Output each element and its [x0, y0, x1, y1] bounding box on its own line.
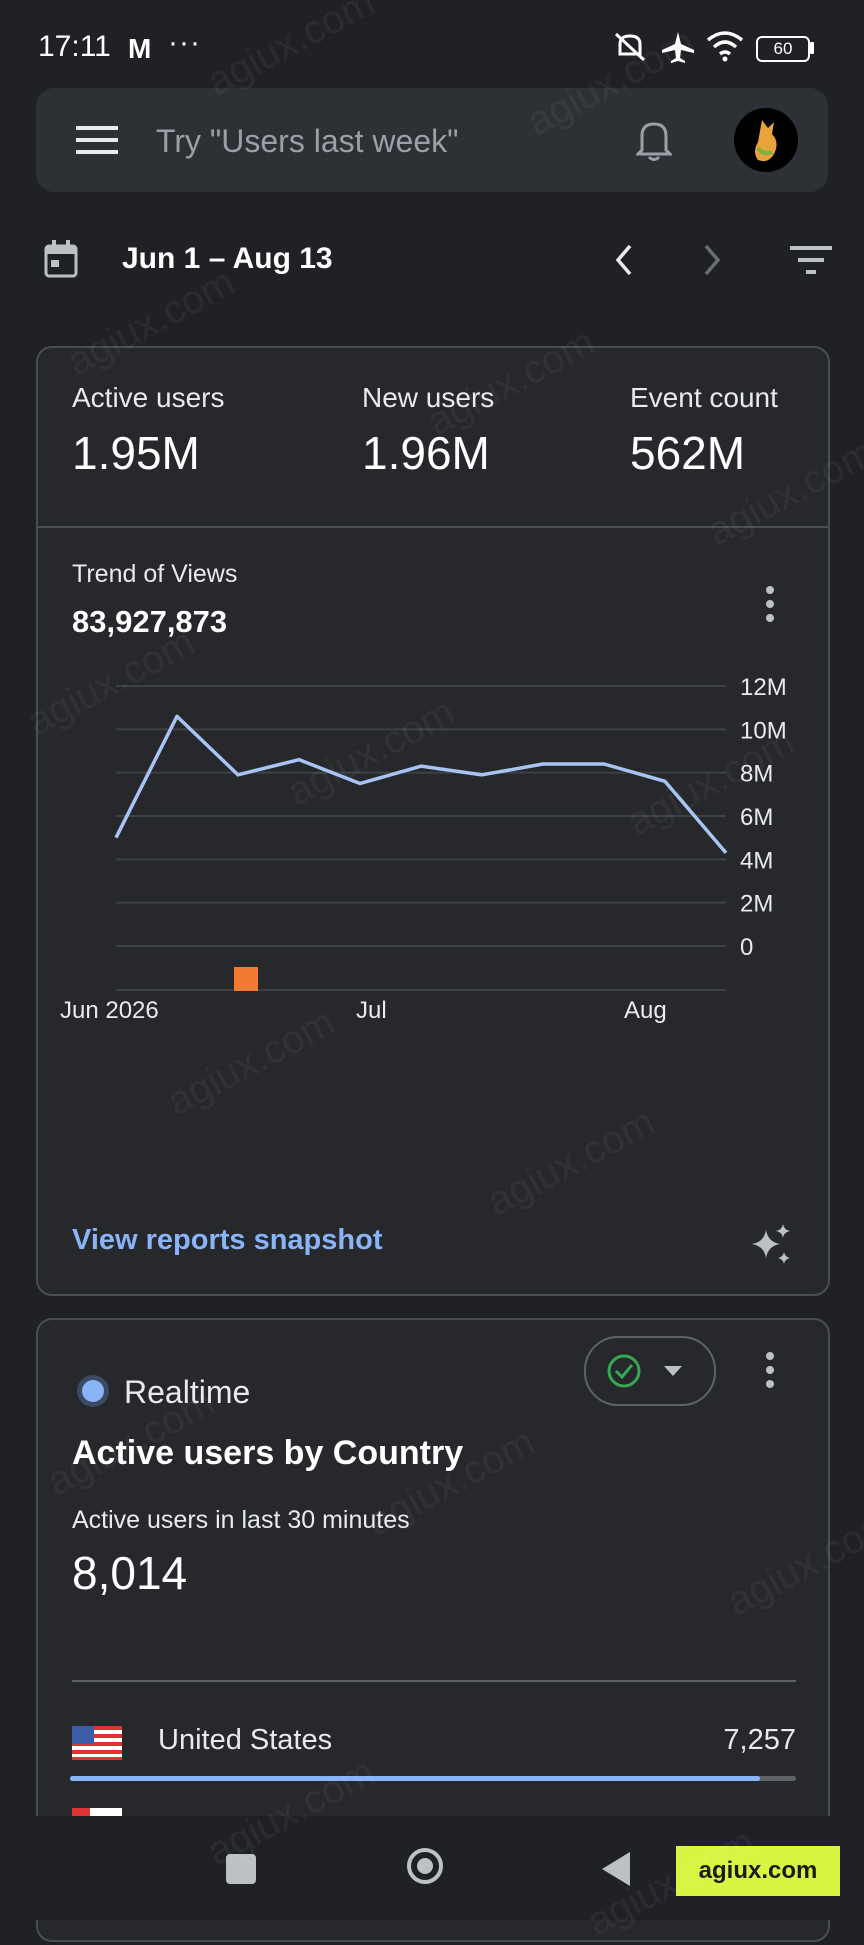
home-icon[interactable]: [407, 1848, 443, 1884]
wifi-icon: [706, 31, 744, 62]
calendar-icon[interactable]: [44, 240, 78, 278]
y-tick-label: 6M: [740, 804, 773, 831]
y-tick-label: 0: [740, 934, 753, 961]
overview-card: Active users 1.95M New users 1.96M Event…: [36, 346, 830, 1296]
previous-range-icon[interactable]: [612, 242, 636, 278]
divider: [38, 526, 828, 528]
x-tick-label: Jun 2026: [60, 997, 159, 1024]
y-tick-label: 10M: [740, 717, 787, 744]
us-flag-icon: [72, 1726, 122, 1760]
realtime-title: Active users by Country: [72, 1434, 464, 1472]
battery-icon: 60: [756, 36, 810, 62]
menu-icon[interactable]: [76, 124, 118, 156]
series-line: [114, 714, 728, 854]
chevron-down-icon: [664, 1366, 682, 1376]
mute-icon: [614, 32, 646, 62]
status-time: 17:11: [38, 30, 111, 63]
chart-total: 83,927,873: [72, 604, 228, 639]
divider: [72, 1680, 796, 1682]
battery-level: 60: [773, 39, 793, 58]
y-tick-label: 8M: [740, 761, 773, 788]
metric-label: New users: [362, 382, 495, 413]
realtime-value: 8,014: [72, 1547, 188, 1599]
chart-title: Trend of Views: [72, 560, 238, 588]
more-notifications-icon: ···: [168, 26, 201, 59]
airplane-mode-icon: [662, 32, 694, 63]
x-tick-label: Aug: [624, 997, 667, 1024]
realtime-status-dropdown[interactable]: [584, 1336, 716, 1406]
y-tick-label: 12M: [740, 674, 787, 701]
country-share-track: [70, 1776, 796, 1781]
metric-label: Event count: [630, 382, 778, 413]
date-range-label[interactable]: Jun 1 – Aug 13: [122, 242, 333, 275]
country-share-bar: [70, 1776, 760, 1781]
country-name: United States: [158, 1724, 333, 1756]
country-value: 7,257: [723, 1724, 796, 1756]
filter-icon[interactable]: [790, 244, 832, 276]
more-options-icon[interactable]: [764, 584, 776, 624]
metric-value: 1.96M: [362, 427, 490, 479]
date-range-bar: Jun 1 – Aug 13: [0, 212, 864, 320]
realtime-subtitle: Active users in last 30 minutes: [72, 1506, 410, 1534]
search-input[interactable]: [154, 108, 588, 174]
view-reports-snapshot-link[interactable]: View reports snapshot: [72, 1224, 383, 1256]
avatar[interactable]: [734, 108, 798, 172]
trend-chart: 12M 10M 8M 6M 4M 2M 0 Jun 2026 Jul Aug: [60, 674, 787, 1024]
realtime-dot-icon: [82, 1380, 104, 1402]
metric-event-count[interactable]: Event count 562M: [630, 382, 778, 480]
recent-apps-icon[interactable]: [226, 1854, 256, 1884]
back-icon[interactable]: [600, 1850, 632, 1888]
notifications-bell-icon[interactable]: [636, 118, 672, 162]
realtime-label: Realtime: [124, 1374, 251, 1410]
metric-active-users[interactable]: Active users 1.95M: [72, 382, 225, 480]
check-circle-icon: [607, 1354, 641, 1388]
gmail-icon: M: [128, 33, 152, 64]
next-range-icon[interactable]: [700, 242, 724, 278]
metric-new-users[interactable]: New users 1.96M: [362, 382, 494, 480]
search-bar: [36, 88, 828, 192]
watermark-badge: agiux.com: [676, 1846, 840, 1896]
x-tick-label: Jul: [356, 997, 387, 1024]
y-tick-label: 2M: [740, 891, 773, 918]
event-marker[interactable]: [234, 967, 258, 991]
y-tick-label: 4M: [740, 847, 773, 874]
avatar-image: [755, 120, 777, 162]
sparkle-icon[interactable]: [750, 1224, 792, 1266]
country-row[interactable]: United States 7,257: [72, 1704, 796, 1774]
metric-value: 1.95M: [72, 427, 200, 479]
metric-label: Active users: [72, 382, 225, 413]
more-options-icon[interactable]: [764, 1350, 776, 1390]
metric-value: 562M: [630, 427, 746, 479]
status-bar: 17:11 M ··· 60: [0, 0, 864, 90]
